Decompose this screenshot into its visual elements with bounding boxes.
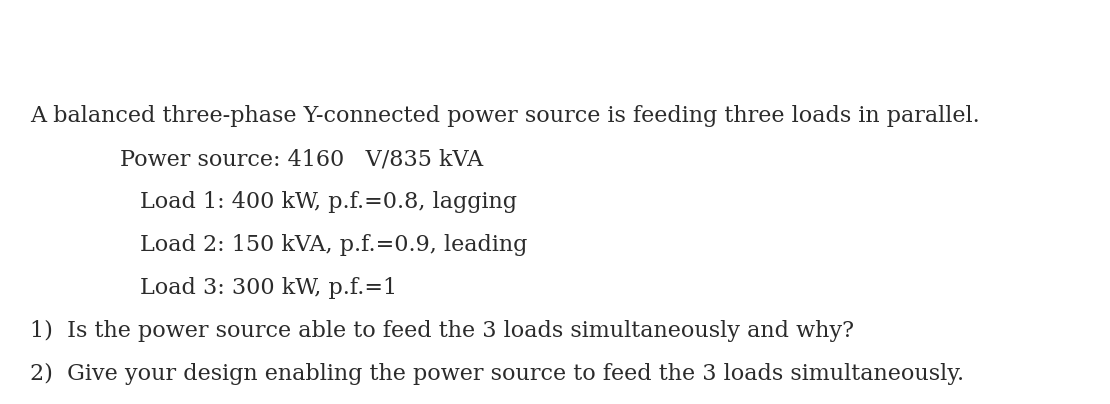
Text: Load 1: 400 kW, p.f.=0.8, lagging: Load 1: 400 kW, p.f.=0.8, lagging bbox=[140, 191, 517, 213]
Text: Load 2: 150 kVA, p.f.=0.9, leading: Load 2: 150 kVA, p.f.=0.9, leading bbox=[140, 234, 527, 256]
Text: Power source: 4160   V/835 kVA: Power source: 4160 V/835 kVA bbox=[120, 148, 483, 170]
Text: 1)  Is the power source able to feed the 3 loads simultaneously and why?: 1) Is the power source able to feed the … bbox=[30, 320, 854, 342]
Text: 2)  Give your design enabling the power source to feed the 3 loads simultaneousl: 2) Give your design enabling the power s… bbox=[30, 363, 965, 385]
Text: Load 3: 300 kW, p.f.=1: Load 3: 300 kW, p.f.=1 bbox=[140, 277, 397, 299]
Text: A balanced three-phase Y-connected power source is feeding three loads in parall: A balanced three-phase Y-connected power… bbox=[30, 105, 980, 127]
